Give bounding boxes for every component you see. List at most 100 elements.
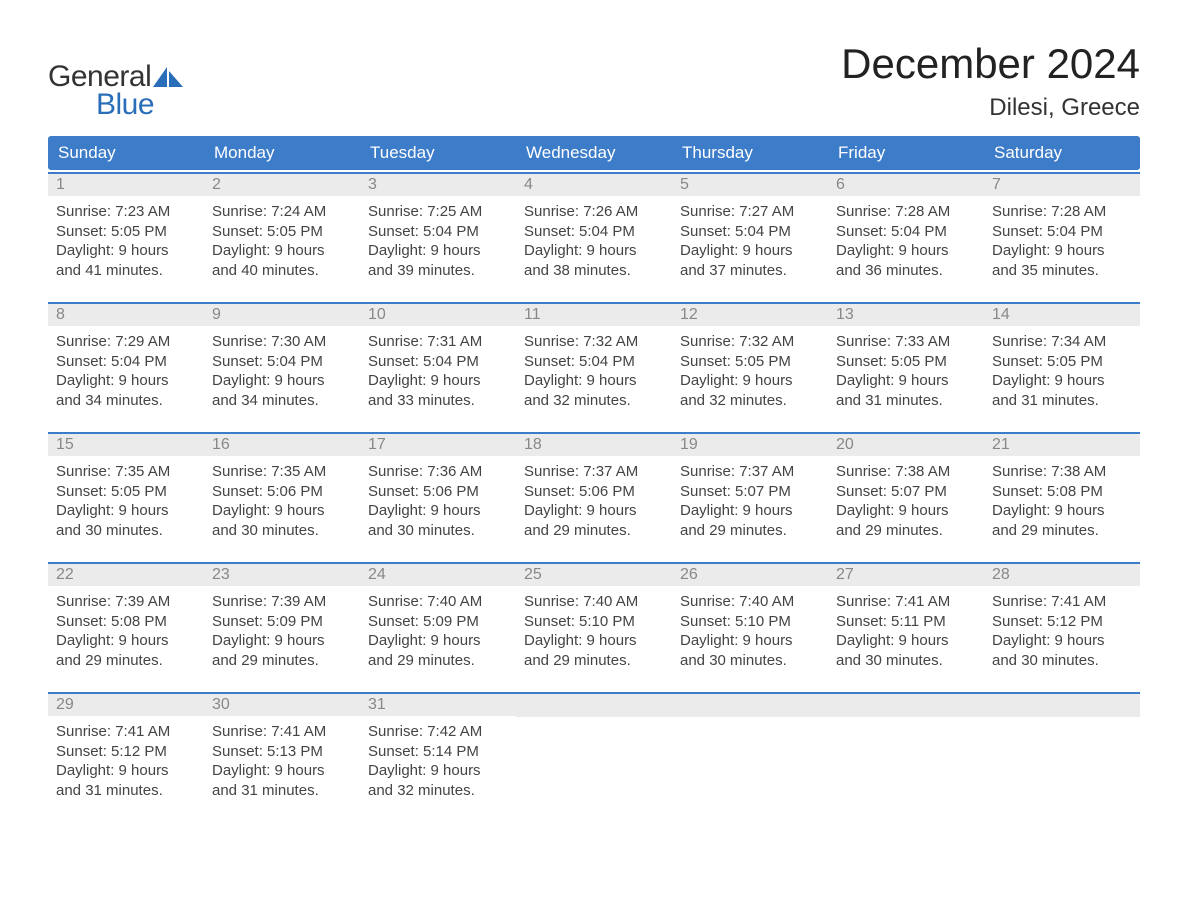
day-cell: 2Sunrise: 7:24 AMSunset: 5:05 PMDaylight… (204, 174, 360, 288)
day-line: Sunset: 5:08 PM (56, 612, 196, 632)
day-line: and 29 minutes. (524, 651, 664, 671)
day-number: 20 (828, 434, 984, 456)
day-line: and 35 minutes. (992, 261, 1132, 281)
day-body: Sunrise: 7:32 AMSunset: 5:04 PMDaylight:… (516, 326, 672, 418)
day-line: Sunrise: 7:40 AM (524, 592, 664, 612)
day-line: Sunset: 5:09 PM (212, 612, 352, 632)
day-line: Daylight: 9 hours (836, 371, 976, 391)
calendar-header-row: SundayMondayTuesdayWednesdayThursdayFrid… (48, 136, 1140, 170)
day-number: 12 (672, 304, 828, 326)
day-cell: 20Sunrise: 7:38 AMSunset: 5:07 PMDayligh… (828, 434, 984, 548)
calendar-week: 15Sunrise: 7:35 AMSunset: 5:05 PMDayligh… (48, 432, 1140, 548)
logo-text-blue: Blue (48, 88, 183, 122)
day-line: Sunset: 5:12 PM (992, 612, 1132, 632)
day-line: Sunrise: 7:32 AM (680, 332, 820, 352)
day-cell: 9Sunrise: 7:30 AMSunset: 5:04 PMDaylight… (204, 304, 360, 418)
calendar-header-cell: Monday (204, 136, 360, 170)
day-line: Sunset: 5:04 PM (680, 222, 820, 242)
day-cell: 31Sunrise: 7:42 AMSunset: 5:14 PMDayligh… (360, 694, 516, 808)
day-body: Sunrise: 7:42 AMSunset: 5:14 PMDaylight:… (360, 716, 516, 808)
day-number: 16 (204, 434, 360, 456)
day-line: and 30 minutes. (212, 521, 352, 541)
day-body: Sunrise: 7:40 AMSunset: 5:10 PMDaylight:… (516, 586, 672, 678)
day-line: Sunset: 5:05 PM (56, 222, 196, 242)
day-body: Sunrise: 7:35 AMSunset: 5:05 PMDaylight:… (48, 456, 204, 548)
day-body: Sunrise: 7:27 AMSunset: 5:04 PMDaylight:… (672, 196, 828, 288)
day-line: Sunset: 5:07 PM (836, 482, 976, 502)
day-cell: 4 Sunrise: 7:26 AMSunset: 5:04 PMDaylight… (516, 174, 672, 288)
day-cell: 25Sunrise: 7:40 AMSunset: 5:10 PMDayligh… (516, 564, 672, 678)
day-line: and 30 minutes. (992, 651, 1132, 671)
day-line: Sunrise: 7:28 AM (836, 202, 976, 222)
day-line: Daylight: 9 hours (524, 631, 664, 651)
day-body: Sunrise: 7:38 AMSunset: 5:08 PMDaylight:… (984, 456, 1140, 548)
day-body: Sunrise: 7:41 AMSunset: 5:13 PMDaylight:… (204, 716, 360, 808)
day-line: Daylight: 9 hours (56, 631, 196, 651)
day-number: 14 (984, 304, 1140, 326)
day-line: Daylight: 9 hours (56, 501, 196, 521)
day-number: 23 (204, 564, 360, 586)
day-line: Sunset: 5:06 PM (212, 482, 352, 502)
day-cell: 14Sunrise: 7:34 AMSunset: 5:05 PMDayligh… (984, 304, 1140, 418)
day-body: Sunrise: 7:25 AMSunset: 5:04 PMDaylight:… (360, 196, 516, 288)
calendar-header-cell: Tuesday (360, 136, 516, 170)
day-line: and 32 minutes. (368, 781, 508, 801)
day-body: Sunrise: 7:35 AMSunset: 5:06 PMDaylight:… (204, 456, 360, 548)
day-line: Sunset: 5:04 PM (368, 222, 508, 242)
day-cell: 13Sunrise: 7:33 AMSunset: 5:05 PMDayligh… (828, 304, 984, 418)
day-cell: 21Sunrise: 7:38 AMSunset: 5:08 PMDayligh… (984, 434, 1140, 548)
day-body: Sunrise: 7:40 AMSunset: 5:09 PMDaylight:… (360, 586, 516, 678)
day-cell: 7Sunrise: 7:28 AMSunset: 5:04 PMDaylight… (984, 174, 1140, 288)
day-body: Sunrise: 7:28 AMSunset: 5:04 PMDaylight:… (984, 196, 1140, 288)
day-cell: 17Sunrise: 7:36 AMSunset: 5:06 PMDayligh… (360, 434, 516, 548)
title-block: December 2024 Dilesi, Greece (841, 40, 1140, 122)
day-line: Sunrise: 7:25 AM (368, 202, 508, 222)
day-line: Daylight: 9 hours (56, 241, 196, 261)
day-number: 4 (516, 174, 672, 196)
empty-day (672, 694, 828, 717)
day-line: Daylight: 9 hours (368, 631, 508, 651)
day-line: and 37 minutes. (680, 261, 820, 281)
day-body: Sunrise: 7:37 AMSunset: 5:07 PMDaylight:… (672, 456, 828, 548)
day-body: Sunrise: 7:38 AMSunset: 5:07 PMDaylight:… (828, 456, 984, 548)
day-number: 24 (360, 564, 516, 586)
logo: General Blue (48, 40, 183, 122)
day-cell: 27Sunrise: 7:41 AMSunset: 5:11 PMDayligh… (828, 564, 984, 678)
day-line: and 29 minutes. (836, 521, 976, 541)
day-line: and 36 minutes. (836, 261, 976, 281)
day-line: Sunrise: 7:26 AM (524, 202, 664, 222)
day-line: Sunrise: 7:33 AM (836, 332, 976, 352)
day-cell: 28Sunrise: 7:41 AMSunset: 5:12 PMDayligh… (984, 564, 1140, 678)
day-line: Sunrise: 7:28 AM (992, 202, 1132, 222)
day-line: Sunset: 5:04 PM (992, 222, 1132, 242)
day-line: Sunrise: 7:39 AM (212, 592, 352, 612)
day-number: 2 (204, 174, 360, 196)
day-line: Daylight: 9 hours (524, 241, 664, 261)
day-body: Sunrise: 7:41 AMSunset: 5:11 PMDaylight:… (828, 586, 984, 678)
calendar-header-cell: Wednesday (516, 136, 672, 170)
day-cell: 29Sunrise: 7:41 AMSunset: 5:12 PMDayligh… (48, 694, 204, 808)
day-line: and 30 minutes. (368, 521, 508, 541)
day-number: 26 (672, 564, 828, 586)
day-line: and 29 minutes. (368, 651, 508, 671)
day-line: Daylight: 9 hours (680, 241, 820, 261)
day-line: Daylight: 9 hours (56, 371, 196, 391)
calendar-week: 29Sunrise: 7:41 AMSunset: 5:12 PMDayligh… (48, 692, 1140, 808)
day-line: Sunset: 5:04 PM (524, 222, 664, 242)
day-line: Daylight: 9 hours (56, 761, 196, 781)
day-line: Sunrise: 7:23 AM (56, 202, 196, 222)
day-line: Sunrise: 7:42 AM (368, 722, 508, 742)
day-line: Daylight: 9 hours (836, 241, 976, 261)
day-line: Sunset: 5:07 PM (680, 482, 820, 502)
day-line: Sunset: 5:04 PM (212, 352, 352, 372)
day-number: 8 (48, 304, 204, 326)
day-line: Sunrise: 7:38 AM (836, 462, 976, 482)
calendar-week: 8Sunrise: 7:29 AMSunset: 5:04 PMDaylight… (48, 302, 1140, 418)
day-body: Sunrise: 7:31 AMSunset: 5:04 PMDaylight:… (360, 326, 516, 418)
day-line: Sunset: 5:09 PM (368, 612, 508, 632)
day-line: Sunset: 5:10 PM (524, 612, 664, 632)
day-line: and 33 minutes. (368, 391, 508, 411)
day-line: Daylight: 9 hours (524, 371, 664, 391)
day-line: Daylight: 9 hours (992, 501, 1132, 521)
day-line: Sunrise: 7:24 AM (212, 202, 352, 222)
